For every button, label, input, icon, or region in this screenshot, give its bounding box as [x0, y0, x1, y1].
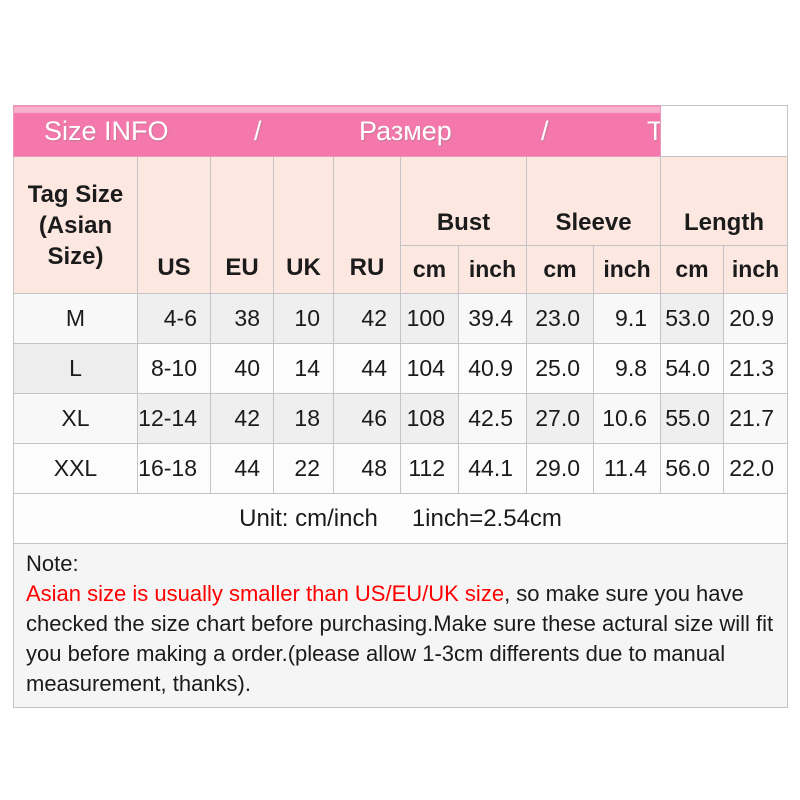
cell-us: 8-10	[137, 343, 211, 394]
cell-eu: 42	[210, 393, 274, 444]
cell-length-cm: 53.0	[660, 293, 725, 344]
cell-length-inch: 20.9	[723, 293, 789, 344]
header-length-cm: cm	[660, 245, 725, 294]
banner-segment-clipped-t: T	[647, 116, 661, 146]
table-row-xxl: XXL 16-18 44 22 48 112 44.1 29.0 11.4 56…	[13, 443, 789, 494]
cell-eu: 44	[210, 443, 274, 494]
header-sleeve: Sleeve	[525, 156, 662, 246]
size-info-banner: Size INFO / Размер / T	[12, 105, 662, 157]
header-group-row: Tag Size (Asian Size) US EU UK RU Bust S…	[13, 156, 789, 294]
banner-segment-size-info: Size INFO	[44, 116, 169, 146]
note-title: Note:	[26, 551, 79, 576]
cell-ru: 48	[333, 443, 401, 494]
cell-uk: 22	[273, 443, 334, 494]
cell-tag: XXL	[13, 443, 138, 494]
table-row-l: L 8-10 40 14 44 104 40.9 25.0 9.8 54.0 2…	[13, 343, 789, 394]
cell-ru: 42	[333, 293, 401, 344]
banner-segment-slash: /	[254, 116, 262, 146]
unit-label: Unit: cm/inch	[239, 504, 378, 532]
cell-uk: 10	[273, 293, 334, 344]
header-sleeve-inch: inch	[592, 245, 662, 294]
cell-bust-inch: 42.5	[458, 393, 527, 444]
banner-segment-razmer: Размер	[359, 116, 452, 146]
size-chart-table: Size INFO / Размер / T Tag Size (Asian S…	[12, 105, 789, 708]
cell-sleeve-cm: 23.0	[526, 293, 594, 344]
banner-text: Size INFO / Размер / T	[14, 106, 660, 156]
note-row: Note: Asian size is usually smaller than…	[12, 543, 789, 708]
cell-us: 4-6	[137, 293, 211, 344]
cell-bust-inch: 40.9	[458, 343, 527, 394]
cell-uk: 18	[273, 393, 334, 444]
cell-tag: XL	[13, 393, 138, 444]
cell-sleeve-inch: 9.1	[592, 293, 662, 344]
note-black-text: , so make sure you have checked the size…	[26, 581, 774, 696]
cell-length-inch: 22.0	[723, 443, 789, 494]
header-uk: UK	[273, 156, 334, 294]
cell-ru: 46	[333, 393, 401, 444]
cell-eu: 38	[210, 293, 274, 344]
cell-sleeve-inch: 9.8	[592, 343, 662, 394]
cell-us: 16-18	[137, 443, 211, 494]
table-row-xl: XL 12-14 42 18 46 108 42.5 27.0 10.6 55.…	[13, 393, 789, 444]
banner-segment-slash: /	[541, 116, 549, 146]
header-ru: RU	[333, 156, 401, 294]
cell-sleeve-inch: 11.4	[592, 443, 662, 494]
cell-length-cm: 56.0	[660, 443, 725, 494]
note-red-text: Asian size is usually smaller than US/EU…	[26, 581, 505, 606]
cell-uk: 14	[273, 343, 334, 394]
cell-sleeve-inch: 10.6	[592, 393, 662, 444]
banner-row: Size INFO / Размер / T	[12, 105, 789, 157]
header-sleeve-cm: cm	[526, 245, 594, 294]
header-units-row: cm inch cm inch cm inch	[14, 245, 789, 294]
cell-bust-cm: 100	[400, 293, 459, 344]
cell-bust-cm: 108	[400, 393, 459, 444]
cell-tag: L	[13, 343, 138, 394]
header-us: US	[137, 156, 211, 294]
cell-length-cm: 54.0	[660, 343, 725, 394]
header-bust: Bust	[400, 156, 527, 246]
cell-us: 12-14	[137, 393, 211, 444]
cell-length-cm: 55.0	[660, 393, 725, 444]
note-body: Asian size is usually smaller than US/EU…	[26, 579, 777, 699]
unit-formula: 1inch=2.54cm	[411, 504, 562, 532]
cell-bust-cm: 112	[400, 443, 459, 494]
unit-note-cell: Unit: cm/inch 1inch=2.54cm	[12, 493, 789, 544]
cell-bust-inch: 39.4	[458, 293, 527, 344]
cell-length-inch: 21.7	[723, 393, 789, 444]
header-eu: EU	[210, 156, 274, 294]
cell-sleeve-cm: 27.0	[526, 393, 594, 444]
note-cell: Note: Asian size is usually smaller than…	[12, 543, 789, 708]
unit-note-row: Unit: cm/inch 1inch=2.54cm	[12, 493, 789, 544]
cell-ru: 44	[333, 343, 401, 394]
header-bust-inch: inch	[458, 245, 527, 294]
cell-eu: 40	[210, 343, 274, 394]
cell-sleeve-cm: 29.0	[526, 443, 594, 494]
cell-length-inch: 21.3	[723, 343, 789, 394]
header-length-inch: inch	[723, 245, 789, 294]
header-length: Length	[660, 156, 789, 246]
cell-tag: M	[13, 293, 138, 344]
cell-bust-cm: 104	[400, 343, 459, 394]
table-row-m: M 4-6 38 10 42 100 39.4 23.0 9.1 53.0 20…	[13, 293, 789, 344]
banner-empty-cell	[660, 105, 789, 157]
cell-sleeve-cm: 25.0	[526, 343, 594, 394]
header-bust-cm: cm	[400, 245, 459, 294]
cell-bust-inch: 44.1	[458, 443, 527, 494]
header-tag-size: Tag Size (Asian Size)	[13, 156, 138, 294]
